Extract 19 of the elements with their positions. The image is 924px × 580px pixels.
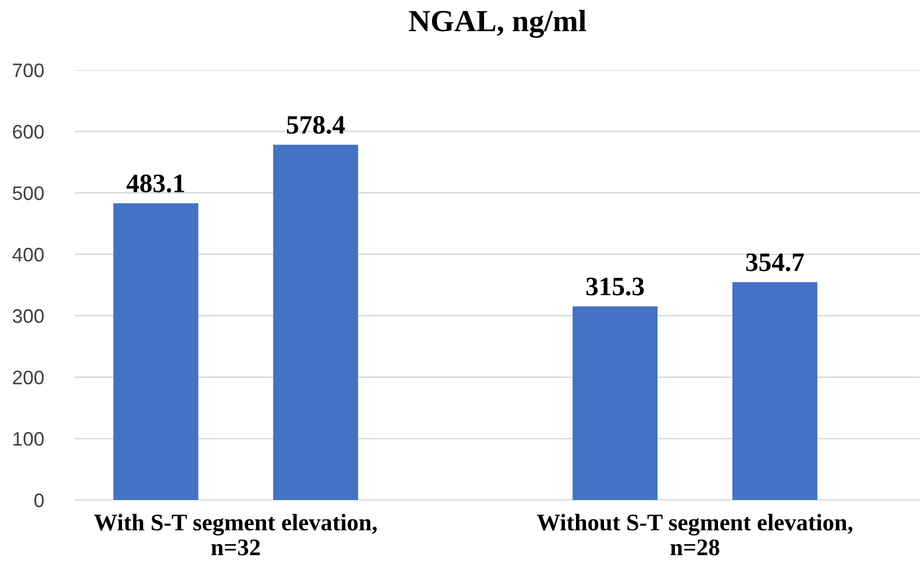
y-tick-label: 0 (34, 493, 44, 508)
bar (113, 203, 198, 500)
chart-title: NGAL, ng/ml (408, 10, 586, 38)
y-tick-label: 700 (13, 63, 44, 78)
data-label: 483.1 (126, 174, 184, 192)
y-tick-label: 600 (12, 124, 44, 139)
y-tick-label: 100 (13, 432, 44, 446)
bar (572, 306, 658, 500)
y-tick-label: 400 (12, 248, 44, 262)
bar (732, 282, 818, 500)
data-label: 578.4 (287, 116, 345, 134)
y-tick-label: 500 (12, 186, 44, 200)
x-tick-label: With S-T segment elevation, n=32 (94, 514, 377, 556)
x-tick-label: Without S-T segment elevation, n=28 (537, 514, 852, 556)
y-tick-label: 300 (12, 309, 44, 323)
bar (273, 144, 358, 500)
y-tick-label: 200 (12, 370, 44, 384)
data-label: 354.7 (746, 253, 804, 272)
data-label: 315.3 (586, 278, 644, 296)
